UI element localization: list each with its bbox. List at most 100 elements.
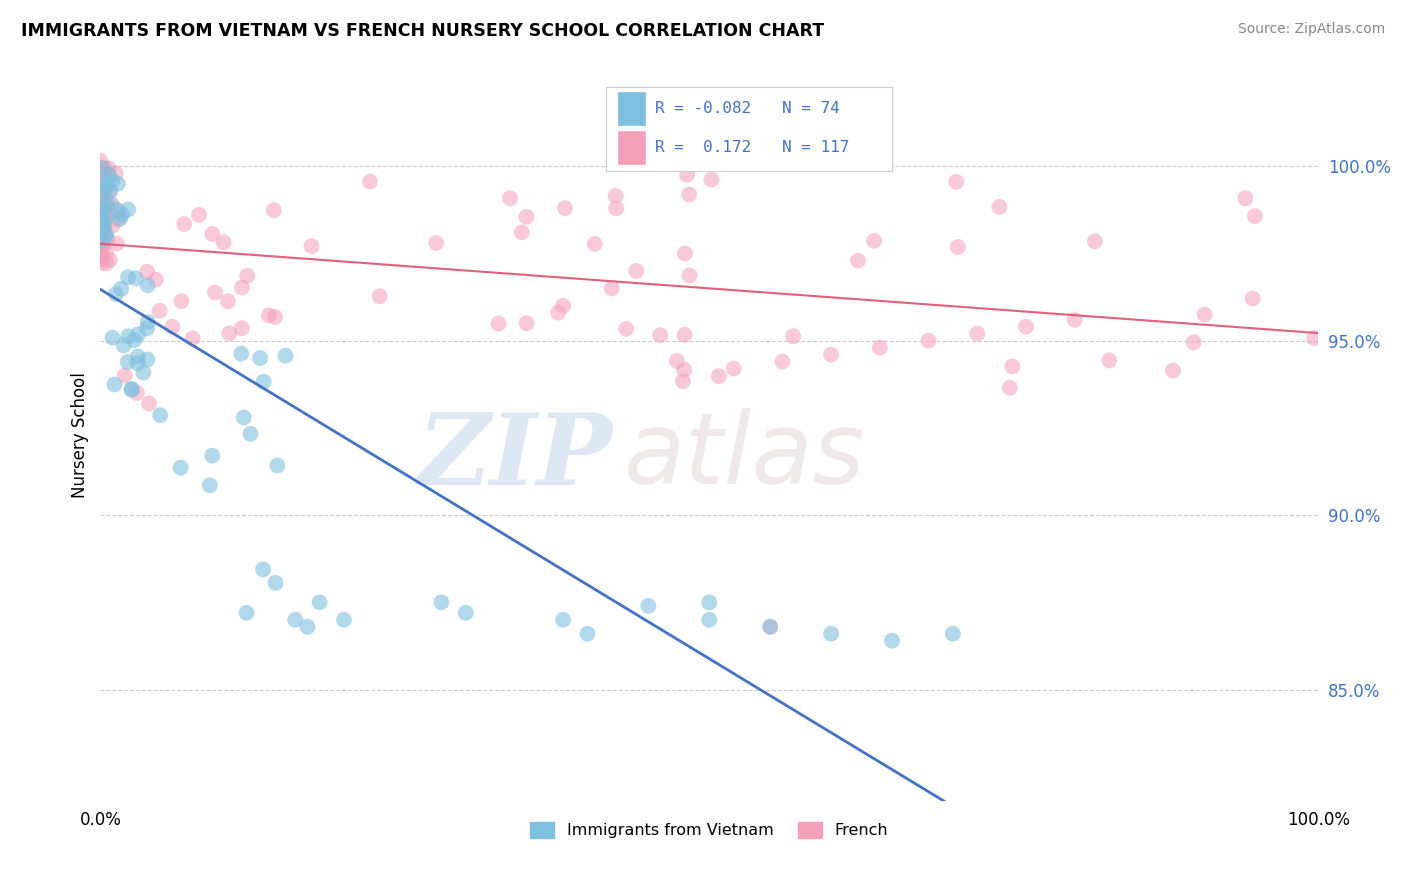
Point [605, 189, 627, 203]
Point [650, 328, 672, 343]
Point [880, 633, 903, 648]
Point [94, 211, 117, 226]
Point [181, 331, 204, 345]
Point [112, 338, 135, 352]
Point [117, 355, 139, 369]
Point [1098, 353, 1121, 368]
Point [308, 595, 330, 609]
Point [93, 176, 115, 190]
Point [91, 220, 114, 235]
Point [284, 613, 307, 627]
Point [782, 329, 804, 343]
Point [93, 238, 115, 252]
Point [110, 282, 132, 296]
Point [425, 235, 447, 250]
Point [91, 188, 114, 202]
Point [1244, 209, 1267, 223]
Point [820, 348, 842, 362]
Point [665, 354, 688, 368]
Point [162, 319, 184, 334]
Point [136, 278, 159, 293]
Point [700, 172, 723, 186]
Point [96, 166, 118, 180]
Point [89, 187, 111, 202]
Point [1234, 191, 1257, 205]
Point [869, 341, 891, 355]
Point [91, 202, 114, 217]
Text: N = 74: N = 74 [782, 102, 841, 116]
Point [97, 208, 120, 222]
Point [125, 386, 148, 401]
Point [121, 383, 143, 397]
Point [249, 351, 271, 365]
Point [127, 356, 149, 370]
Text: IMMIGRANTS FROM VIETNAM VS FRENCH NURSERY SCHOOL CORRELATION CHART: IMMIGRANTS FROM VIETNAM VS FRENCH NURSER… [21, 22, 824, 40]
Point [149, 303, 172, 318]
Point [626, 264, 648, 278]
Point [96, 178, 118, 193]
Point [89, 153, 111, 168]
Point [104, 287, 127, 301]
Point [132, 366, 155, 380]
Point [90, 234, 112, 248]
Point [101, 219, 124, 233]
Point [759, 620, 782, 634]
FancyBboxPatch shape [619, 131, 645, 164]
Point [97, 161, 120, 176]
Point [90, 256, 112, 270]
Point [107, 203, 129, 218]
Point [672, 374, 695, 388]
Point [107, 212, 129, 227]
Point [212, 235, 235, 250]
Point [91, 200, 114, 214]
Point [301, 239, 323, 253]
Point [673, 246, 696, 260]
Point [614, 322, 637, 336]
Point [90, 211, 112, 226]
Point [499, 191, 522, 205]
Point [253, 375, 276, 389]
Point [90, 243, 112, 257]
Point [576, 626, 599, 640]
Point [723, 361, 745, 376]
Point [201, 449, 224, 463]
Point [136, 321, 159, 335]
Point [90, 186, 112, 201]
Point [97, 196, 120, 211]
Point [510, 225, 533, 239]
Point [863, 234, 886, 248]
Point [108, 211, 131, 226]
Point [673, 327, 696, 342]
Point [673, 363, 696, 377]
Point [136, 315, 159, 329]
FancyBboxPatch shape [619, 93, 645, 125]
Point [231, 280, 253, 294]
Point [1182, 335, 1205, 350]
Point [90, 161, 112, 175]
Point [266, 458, 288, 473]
Point [257, 309, 280, 323]
Point [188, 208, 211, 222]
Point [998, 381, 1021, 395]
Point [707, 369, 730, 384]
Point [333, 613, 356, 627]
Text: atlas: atlas [624, 409, 866, 506]
Point [94, 178, 117, 192]
Point [770, 354, 793, 368]
Point [942, 626, 965, 640]
Point [90, 237, 112, 252]
Point [122, 333, 145, 347]
Point [486, 317, 509, 331]
Point [98, 252, 121, 267]
Point [104, 166, 127, 180]
Point [516, 316, 538, 330]
Point [252, 562, 274, 576]
Point [988, 200, 1011, 214]
Point [111, 208, 134, 222]
Point [264, 575, 287, 590]
Point [117, 329, 139, 343]
Point [94, 209, 117, 223]
Point [217, 294, 239, 309]
Point [136, 265, 159, 279]
Point [94, 200, 117, 214]
